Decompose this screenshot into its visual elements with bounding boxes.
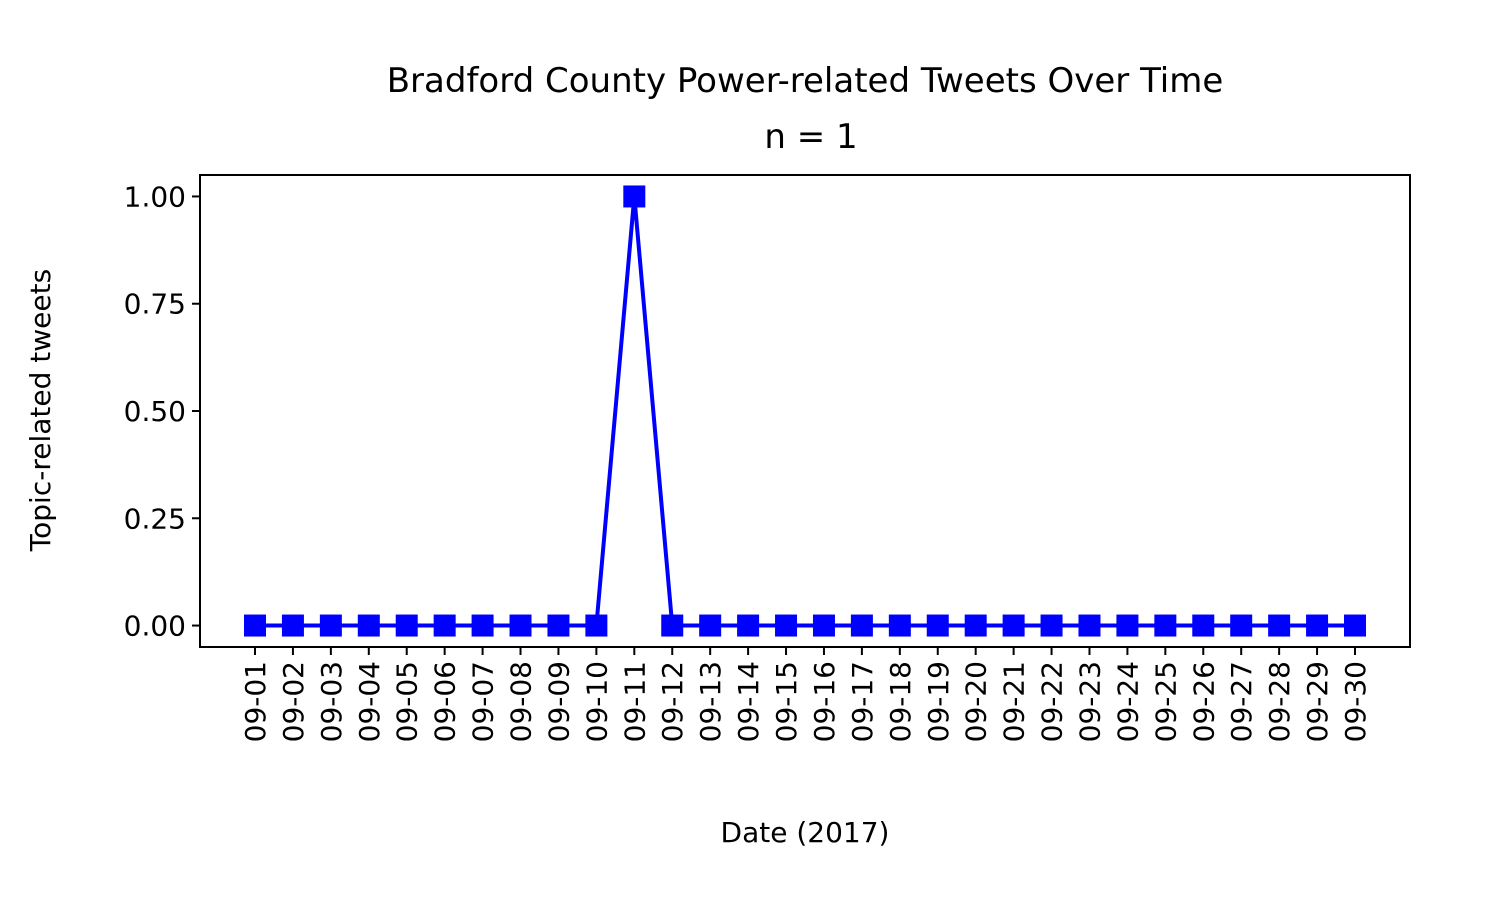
data-point — [319, 614, 342, 637]
y-tick-label: 0.75 — [124, 288, 186, 321]
x-tick-label: 09-21 — [998, 661, 1031, 742]
data-point — [623, 185, 646, 208]
data-point — [737, 614, 760, 637]
x-axis: 09-01 09-02 09-03 09-04 09-05 09-06 09-07 09-08… — [239, 647, 1372, 742]
data-point — [1230, 614, 1253, 637]
x-tick-label: 09-29 — [1301, 661, 1334, 742]
x-tick-label: 09-27 — [1225, 661, 1258, 742]
x-tick-label: 09-06 — [429, 661, 462, 742]
x-tick-label: 09-17 — [846, 661, 879, 742]
data-point — [1344, 614, 1366, 637]
x-tick-label: 09-08 — [505, 661, 538, 742]
chart-title: Bradford County Power-related Tweets Ove… — [387, 61, 1224, 101]
data-point — [357, 614, 380, 637]
x-axis-label: Date (2017) — [721, 816, 890, 849]
data-point — [850, 614, 873, 637]
x-tick-label: 09-14 — [732, 661, 765, 742]
x-tick-label: 09-02 — [277, 661, 310, 742]
data-point — [281, 614, 304, 637]
x-tick-label: 09-10 — [580, 661, 613, 742]
data-point — [471, 614, 494, 637]
x-tick-label: 09-04 — [353, 661, 386, 742]
data-point — [812, 614, 835, 637]
y-tick-label: 0.00 — [124, 610, 186, 643]
data-point — [585, 614, 608, 637]
x-tick-label: 09-22 — [1036, 661, 1069, 742]
series-line — [255, 196, 1355, 628]
x-tick-label: 09-11 — [618, 661, 651, 742]
data-point — [1116, 614, 1139, 637]
plot-frame — [199, 174, 1411, 648]
x-tick-label: 09-07 — [467, 661, 500, 742]
x-tick-label: 09-13 — [694, 661, 727, 742]
y-axis: 0.00 0.25 0.50 0.75 1.00 — [124, 180, 200, 643]
x-tick-label: 09-19 — [922, 661, 955, 742]
x-tick-label: 09-25 — [1149, 661, 1182, 742]
y-tick-label: 0.50 — [124, 395, 186, 428]
x-tick-label: 09-20 — [960, 661, 993, 742]
data-point — [1192, 614, 1215, 637]
data-point — [1002, 614, 1025, 637]
x-tick-label: 09-30 — [1339, 661, 1372, 742]
y-tick-label: 1.00 — [124, 180, 186, 213]
data-point — [1040, 614, 1063, 637]
data-point — [888, 614, 911, 637]
x-tick-label: 09-16 — [808, 661, 841, 742]
data-point — [433, 614, 456, 637]
data-point — [1154, 614, 1177, 637]
plot-series — [244, 185, 1366, 637]
x-tick-label: 09-05 — [391, 661, 424, 742]
data-point — [1306, 614, 1329, 637]
x-tick-label: 09-01 — [239, 661, 272, 742]
x-tick-label: 09-24 — [1111, 661, 1144, 742]
data-point — [1078, 614, 1101, 637]
data-point — [926, 614, 949, 637]
data-point — [775, 614, 798, 637]
data-point — [244, 614, 266, 637]
data-point — [395, 614, 418, 637]
data-point — [547, 614, 570, 637]
x-tick-label: 09-12 — [656, 661, 689, 742]
data-point — [509, 614, 532, 637]
x-tick-label: 09-15 — [770, 661, 803, 742]
data-point — [699, 614, 722, 637]
chart-subtitle: n = 1 — [764, 117, 857, 157]
y-axis-label: Topic-related tweets — [24, 269, 57, 552]
y-tick-label: 0.25 — [124, 502, 186, 535]
data-point — [964, 614, 987, 637]
x-tick-label: 09-28 — [1263, 661, 1296, 742]
x-tick-label: 09-03 — [315, 661, 348, 742]
x-tick-label: 09-23 — [1073, 661, 1106, 742]
x-tick-label: 09-18 — [884, 661, 917, 742]
data-point — [1268, 614, 1291, 637]
x-tick-label: 09-09 — [542, 661, 575, 742]
x-tick-label: 09-26 — [1187, 661, 1220, 742]
data-point — [661, 614, 684, 637]
